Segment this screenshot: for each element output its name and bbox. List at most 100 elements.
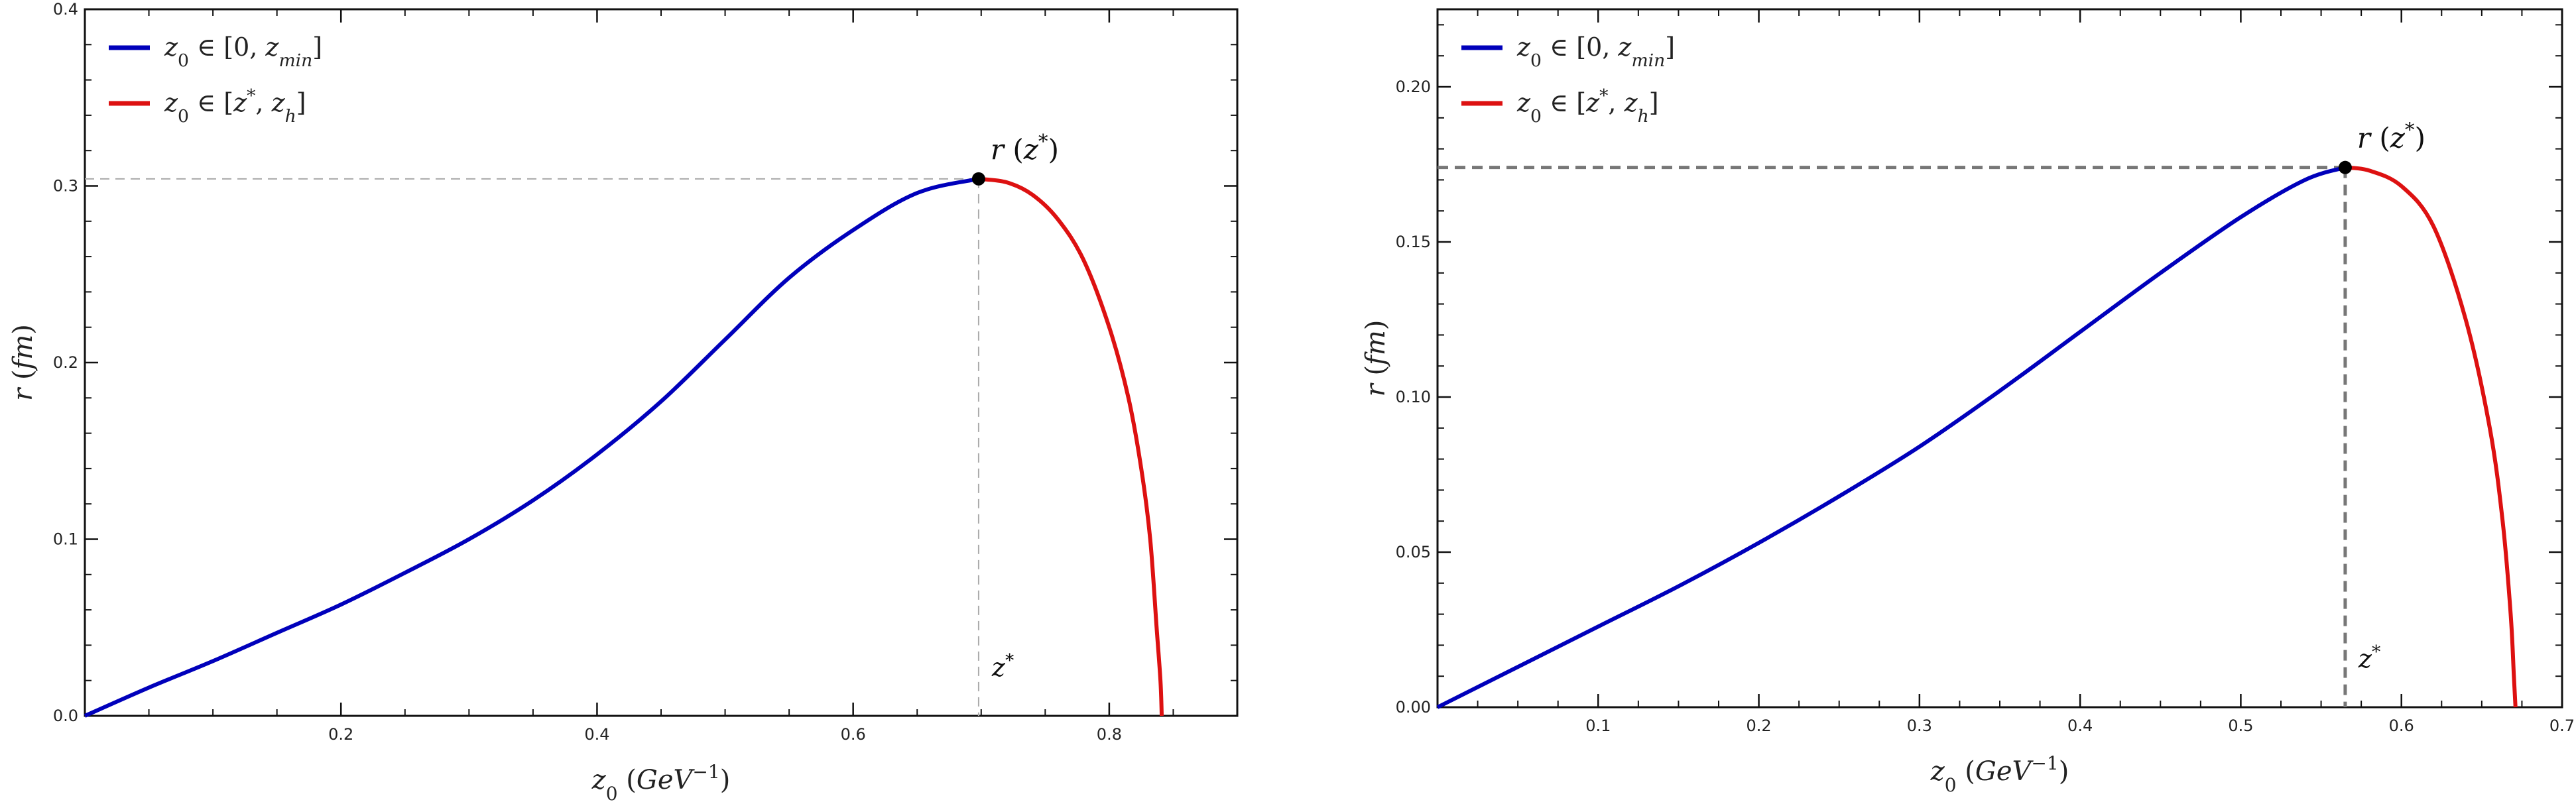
text-part: −1 (692, 761, 719, 783)
y-tick-label: 0.3 (53, 177, 78, 196)
y-tick-label: 0.4 (53, 0, 78, 19)
text-part: ∈ [ (189, 88, 233, 117)
text-part: min (278, 50, 312, 71)
x-tick-label: 0.6 (2389, 717, 2414, 735)
text-part: z (164, 88, 178, 117)
text-part: z (271, 88, 286, 117)
text-part: fm (8, 335, 38, 372)
legend-label-2: z0 ∈ [z*, zh] (164, 86, 306, 127)
chart-panel-1: 0.2 0.4 0.6 0.80.00.10.20.30.4r (z*)z*z0 ∈ … (8, 0, 1239, 804)
x-tick-label: 0.1 (1585, 717, 1611, 735)
text-part: min (1631, 50, 1665, 71)
text-part: ∈ [ (1542, 88, 1586, 117)
x-tick-label: 0.2 (1746, 717, 1771, 735)
text-part: h (1638, 106, 1649, 127)
chart-panel-2: 0.1 0.2 0.3 0.4 0.5 0.6 0.7 0.00 0.05 0.10 0.15 0.2… (1361, 8, 2575, 796)
peak-point-marker (971, 172, 985, 186)
text-part: z (1023, 133, 1039, 166)
series-line-2 (2345, 165, 2518, 708)
text-part: 0 (1530, 106, 1542, 127)
text-part: 0 (178, 106, 189, 127)
text-part: −1 (2031, 752, 2058, 774)
text-part: ∈ [0, (189, 32, 265, 62)
text-part: z (2390, 122, 2406, 154)
text-part: ∈ [0, (1542, 32, 1618, 62)
text-part: ( (1004, 133, 1024, 166)
text-part: ] (296, 88, 306, 117)
text-part: z (164, 32, 178, 62)
text-part: ( (1957, 756, 1975, 787)
text-part: ( (2370, 122, 2390, 154)
text-part: * (1005, 650, 1014, 671)
legend-label-2: z0 ∈ [z*, zh] (1516, 86, 1659, 127)
y-tick-label: 0.15 (1396, 233, 1431, 251)
text-part: ] (312, 32, 322, 62)
text-part: ( (618, 765, 637, 795)
text-part: r (1361, 382, 1391, 396)
text-part: * (2372, 642, 2380, 662)
peak-point-label: r (z*) (2357, 119, 2425, 154)
text-part: * (247, 86, 255, 106)
x-axis-label: z0 (GeV−1) (1930, 752, 2069, 796)
y-tick-label: 0.0 (53, 707, 78, 725)
x-tick-label: 0.5 (2228, 717, 2253, 735)
y-tick-label: 0.20 (1396, 78, 1431, 96)
text-part: 0 (1530, 50, 1542, 71)
text-part: z (1585, 88, 1600, 117)
text-part: , (1608, 88, 1624, 117)
text-part: h (285, 106, 296, 127)
x-tick-label: 0.7 (2549, 717, 2575, 735)
x-tick-label: 0.4 (584, 725, 609, 744)
text-part: z (2358, 644, 2372, 673)
text-part: z (1930, 756, 1945, 787)
peak-point-label: r (z*) (991, 130, 1059, 166)
y-tick-label: 0.10 (1396, 388, 1431, 406)
plot-frame (1436, 8, 2563, 709)
text-part: z (591, 765, 607, 795)
text-part: * (2405, 119, 2415, 141)
x-tick-label: 0.6 (841, 725, 866, 744)
text-part: 0 (178, 50, 189, 71)
legend-label-1: z0 ∈ [0, zmin] (164, 32, 322, 71)
series-line-1 (84, 176, 979, 718)
y-tick-label: 0.00 (1396, 698, 1431, 717)
text-part: fm (1361, 330, 1391, 367)
series-line-1 (1436, 165, 2346, 709)
text-part: * (1038, 130, 1048, 152)
x-axis-label: z0 (GeV−1) (591, 761, 731, 804)
text-part: ) (720, 765, 731, 795)
series-line-2 (978, 176, 1164, 717)
y-axis-label: r (fm) (1361, 320, 1391, 397)
text-part: ( (1361, 365, 1391, 384)
text-part: z (1516, 88, 1531, 117)
x-tick-label: 0.8 (1097, 725, 1122, 744)
y-axis-label: r (fm) (8, 324, 38, 401)
text-part: ) (2415, 122, 2425, 154)
text-part: z (233, 88, 247, 117)
text-part: z (1516, 32, 1531, 62)
text-part: r (2357, 122, 2372, 154)
text-part: z (991, 653, 1006, 682)
x-tick-label: 0.2 (328, 725, 353, 744)
text-part: ) (8, 324, 38, 335)
text-part: ) (2059, 756, 2069, 787)
text-part: r (8, 386, 38, 401)
text-part: r (991, 133, 1006, 166)
y-tick-label: 0.2 (53, 353, 78, 372)
text-part: GeV (637, 765, 696, 795)
text-part: z (1624, 88, 1638, 117)
text-part: z (265, 32, 279, 62)
text-part: ] (1665, 32, 1675, 62)
legend-label-1: z0 ∈ [0, zmin] (1516, 32, 1675, 71)
z-star-label: z* (2358, 642, 2380, 674)
text-part: , (255, 88, 271, 117)
y-tick-label: 0.1 (53, 530, 78, 549)
x-tick-label: 0.3 (1907, 717, 1932, 735)
text-part: z (1617, 32, 1632, 62)
text-part: ) (1361, 320, 1391, 331)
text-part: ] (1649, 88, 1659, 117)
text-part: 0 (606, 783, 618, 804)
text-part: ( (8, 369, 38, 388)
y-tick-label: 0.05 (1396, 543, 1431, 561)
